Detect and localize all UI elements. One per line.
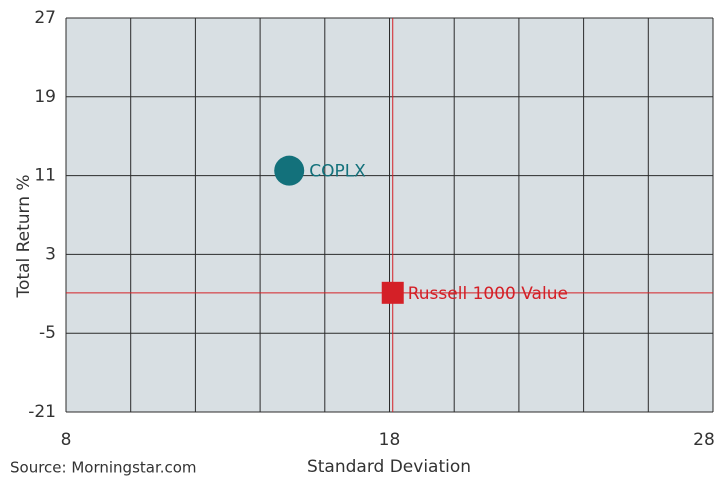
y-axis-label: Total Return %	[14, 174, 34, 298]
point	[274, 155, 305, 186]
y-tick-label: -21	[28, 402, 56, 422]
point-label: COPLX	[309, 162, 366, 182]
y-tick-label: -5	[39, 323, 56, 343]
x-tick-label: 8	[61, 430, 72, 450]
y-tick-label: 19	[34, 87, 56, 107]
y-tick-label: 3	[45, 244, 56, 264]
y-tick-label: 27	[34, 8, 56, 28]
y-tick-label: 11	[34, 166, 56, 186]
x-tick-label: 18	[379, 430, 401, 450]
x-tick-label: 28	[693, 430, 715, 450]
point	[381, 281, 404, 304]
x-axis-label: Standard Deviation	[307, 457, 471, 477]
point-label: Russell 1000 Value	[408, 284, 568, 304]
source-note: Source: Morningstar.com	[10, 459, 197, 477]
